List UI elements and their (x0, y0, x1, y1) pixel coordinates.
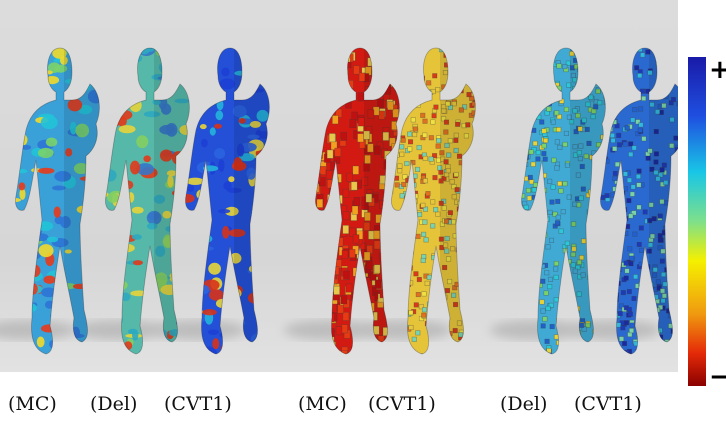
color-scale-bar (688, 57, 706, 386)
figure-del-1-outline (105, 47, 190, 355)
caption-mc-1: (MC) (8, 393, 57, 415)
floor-shadows (0, 320, 661, 340)
scale-plus-label: + (709, 55, 726, 85)
caption-cvt1-2: (CVT1) (368, 393, 436, 415)
caption-del-1: (Del) (90, 393, 138, 415)
figure-del-1-shadow (74, 320, 166, 340)
figure-mc-1-outline (15, 47, 100, 355)
caption-mc-2: (MC) (298, 393, 347, 415)
figure-cvt1-1-outline (185, 47, 270, 355)
figure-mc-2-outline (315, 47, 400, 355)
figure-mc-2-shadow (284, 320, 376, 340)
caption-cvt1-3: (CVT1) (574, 393, 642, 415)
figure-panel (0, 0, 678, 372)
caption-del-2: (Del) (500, 393, 548, 415)
figure-cvt1-2-outline (391, 47, 476, 355)
figure-del-2-shadow (490, 320, 582, 340)
figure-cvt1-3-outline (600, 47, 678, 355)
scale-minus-label: − (709, 362, 726, 392)
caption-cvt1-1: (CVT1) (164, 393, 232, 415)
figure-del-2-outline (521, 47, 606, 355)
